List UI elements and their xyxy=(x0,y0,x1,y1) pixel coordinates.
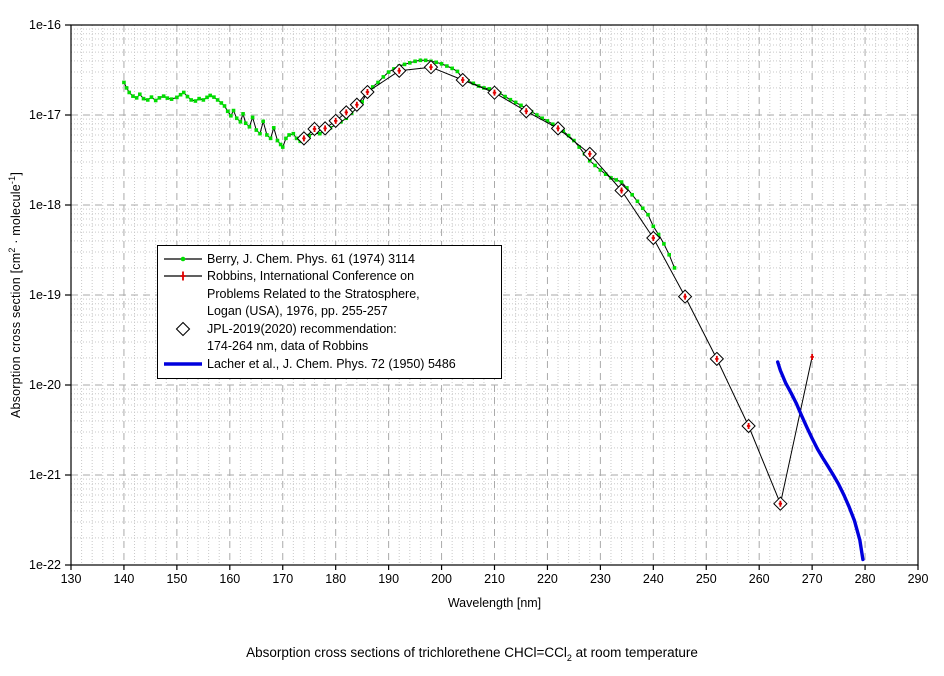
x-tick-label: 180 xyxy=(325,572,346,586)
series-robbins-markers xyxy=(302,64,814,507)
x-tick-label: 170 xyxy=(272,572,293,586)
legend-entry-lacher: Lacher et al., J. Chem. Phys. 72 (1950) … xyxy=(158,355,501,373)
x-axis-title: Wavelength [nm] xyxy=(447,596,542,610)
chart-title-text: Absorption cross sections of trichloreth… xyxy=(246,645,567,660)
y-tick-label: 1e-20 xyxy=(29,378,61,392)
x-tick-label: 270 xyxy=(802,572,823,586)
y-axis-title-text3: ] xyxy=(9,171,23,176)
legend-entry-jpl-cont: 174-264 nm, data of Robbins xyxy=(158,338,501,356)
y-tick-label: 1e-22 xyxy=(29,558,61,572)
y-axis-title-text: Absorption cross section [cm xyxy=(9,252,23,419)
legend-entry-robbins-cont: Problems Related to the Stratosphere, xyxy=(158,285,501,303)
y-tick-label: 1e-21 xyxy=(29,468,61,482)
legend-label: Robbins, International Conference on xyxy=(207,269,415,284)
legend-box: Berry, J. Chem. Phys. 61 (1974) 3114 Rob… xyxy=(157,245,502,379)
legend-label: Lacher et al., J. Chem. Phys. 72 (1950) … xyxy=(207,356,456,371)
x-tick-label: 190 xyxy=(378,572,399,586)
legend-label: Problems Related to the Stratosphere, xyxy=(207,286,420,301)
x-tick-label: 290 xyxy=(908,572,929,586)
chart-title-text2: at room temperature xyxy=(571,645,698,660)
x-tick-label: 140 xyxy=(114,572,135,586)
x-tick-label: 220 xyxy=(537,572,558,586)
y-tick-labels: 1e-16 1e-17 1e-18 1e-19 1e-20 1e-21 1e-22 xyxy=(29,18,61,572)
chart-title: Absorption cross sections of trichloreth… xyxy=(0,645,944,663)
x-tick-label: 160 xyxy=(219,572,240,586)
legend-label: JPL-2019(2020) recommendation: xyxy=(207,321,397,336)
series-lacher xyxy=(776,360,865,562)
legend-entry-robbins-cont2: Logan (USA), 1976, pp. 255-257 xyxy=(158,303,501,321)
x-tick-label: 230 xyxy=(590,572,611,586)
y-tick-label: 1e-17 xyxy=(29,108,61,122)
y-tick-label: 1e-16 xyxy=(29,18,61,32)
x-tick-label: 150 xyxy=(166,572,187,586)
axis-ticks xyxy=(65,24,919,570)
robbins-line-marker-icon xyxy=(158,268,207,284)
x-tick-label: 240 xyxy=(643,572,664,586)
x-tick-label: 200 xyxy=(431,572,452,586)
legend-entry-berry: Berry, J. Chem. Phys. 61 (1974) 3114 xyxy=(158,250,501,268)
y-axis-title-text2: · molecule xyxy=(9,184,23,248)
y-axis-title: Absorption cross section [cm2 · molecule… xyxy=(7,172,23,418)
legend-label: 174-264 nm, data of Robbins xyxy=(207,339,369,354)
legend-label: Berry, J. Chem. Phys. 61 (1974) 3114 xyxy=(207,251,415,266)
x-tick-label: 130 xyxy=(61,572,82,586)
y-tick-label: 1e-18 xyxy=(29,198,61,212)
berry-line-marker-icon xyxy=(158,251,207,267)
x-tick-label: 280 xyxy=(855,572,876,586)
y-axis-title-sup: 2 xyxy=(7,247,17,253)
legend-entry-robbins: Robbins, International Conference on xyxy=(158,268,501,286)
jpl-diamond-marker-icon xyxy=(158,321,207,337)
lacher-line-icon xyxy=(158,356,207,372)
legend-entry-jpl: JPL-2019(2020) recommendation: xyxy=(158,320,501,338)
x-tick-labels: 130 140 150 160 170 180 190 200 210 220 230 240 250 2… xyxy=(61,572,929,586)
y-tick-label: 1e-19 xyxy=(29,288,61,302)
y-axis-title-sup2: -1 xyxy=(7,175,17,185)
legend-label: Logan (USA), 1976, pp. 255-257 xyxy=(207,304,388,319)
x-tick-label: 250 xyxy=(696,572,717,586)
x-tick-label: 260 xyxy=(749,572,770,586)
x-tick-label: 210 xyxy=(484,572,505,586)
chart-title-sub: 2 xyxy=(566,653,572,663)
